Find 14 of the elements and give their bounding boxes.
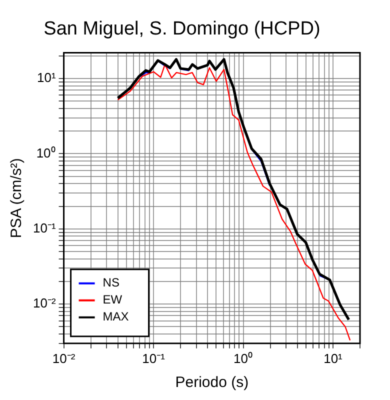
- y-axis-title: PSA (cm/s²): [8, 158, 26, 238]
- x-tick-label: 10⁻¹: [142, 350, 166, 366]
- y-tick-label: 10¹: [36, 70, 56, 86]
- legend-label: NS: [102, 276, 120, 290]
- x-tick-label: 10⁰: [234, 350, 253, 366]
- chart-title: San Miguel, S. Domingo (HCPD): [44, 18, 320, 40]
- x-tick-label: 10¹: [324, 350, 344, 366]
- y-tick-label: 10⁻¹: [32, 220, 56, 236]
- legend-label: MAX: [102, 310, 129, 324]
- x-tick-label: 10⁻²: [52, 350, 76, 366]
- x-axis-title: Periodo (s): [175, 374, 249, 392]
- y-tick-label: 10⁻²: [32, 296, 56, 311]
- y-tick-label: 10⁰: [36, 145, 56, 160]
- legend-label: EW: [102, 292, 123, 307]
